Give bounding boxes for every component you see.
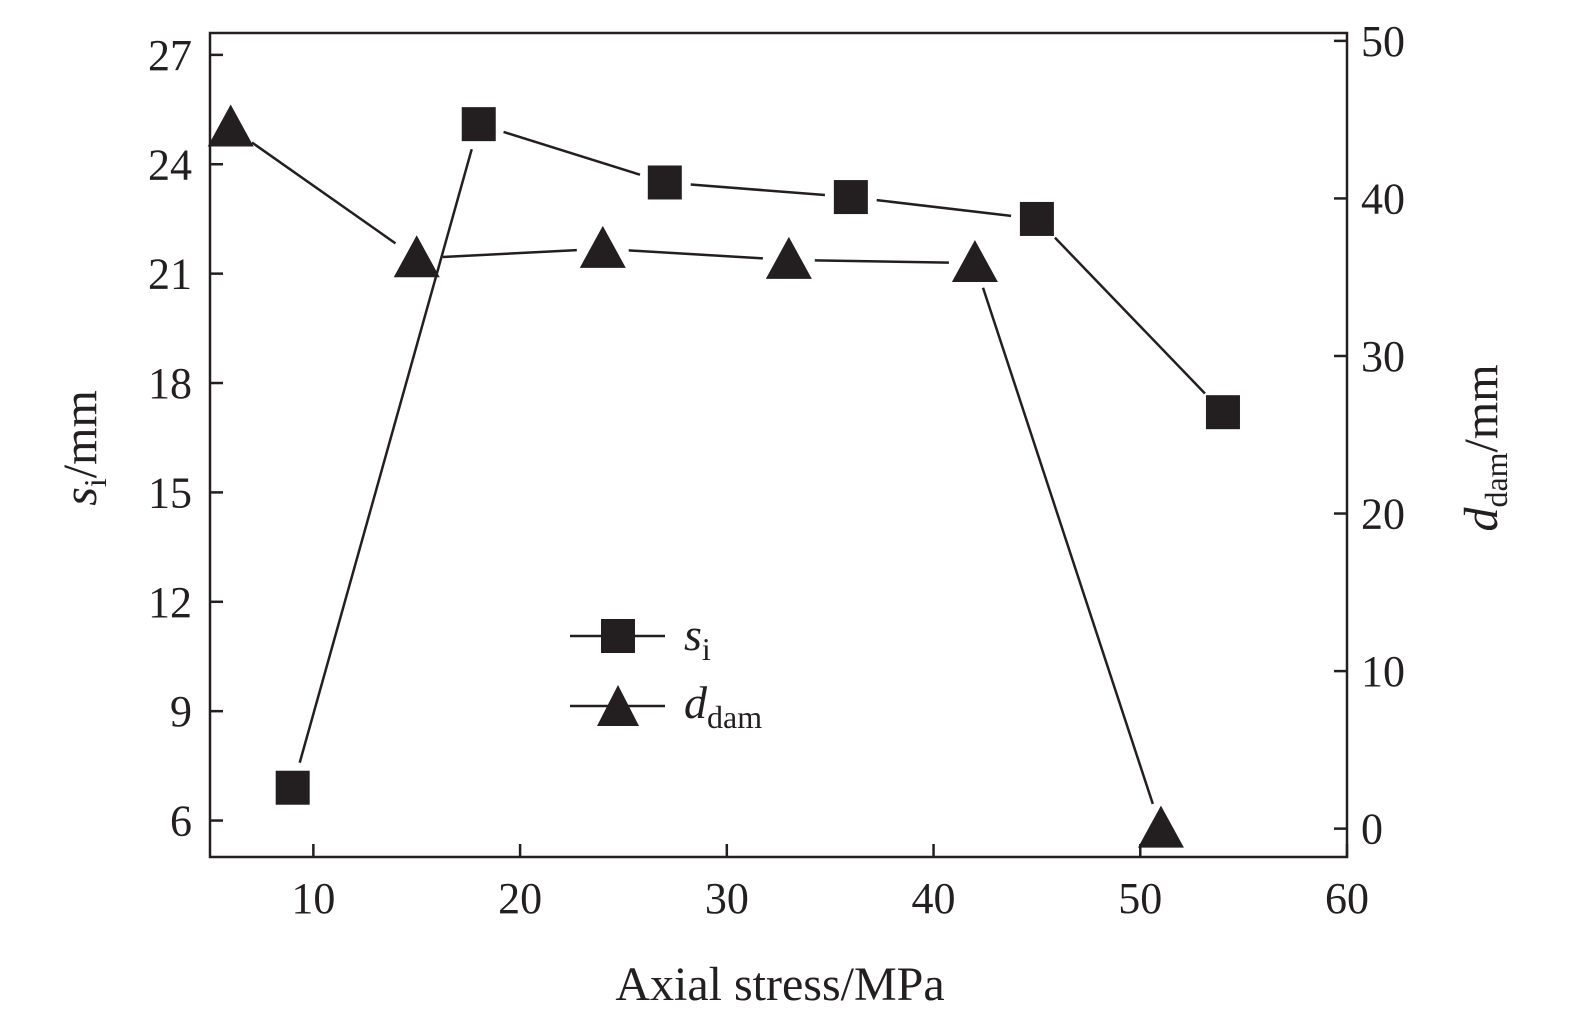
x-tick-label: 60 (1325, 874, 1369, 923)
x-tick-label: 40 (912, 874, 956, 923)
legend-marker-square (601, 619, 635, 653)
ddam-marker-triangle (393, 235, 440, 278)
legend-marker-triangle (597, 685, 639, 726)
plot-frame (208, 31, 1349, 859)
left-axis-title: si/mm (54, 390, 113, 506)
left-y-tick-label: 15 (148, 468, 192, 517)
ddam-line-segment (251, 141, 397, 245)
series-lines (251, 130, 1206, 805)
si-marker-square (1205, 395, 1240, 430)
si-marker-square (1019, 201, 1054, 236)
si-line-segment (876, 198, 1012, 218)
legend-label-ddam: ddam (684, 677, 762, 735)
left-y-tick-label: 6 (170, 797, 192, 846)
si-marker-square (647, 165, 682, 200)
ddam-marker-triangle (1137, 805, 1184, 848)
si-marker-square (833, 180, 868, 215)
ddam-marker-triangle (207, 104, 254, 147)
series-markers (207, 104, 1240, 848)
si-line-segment (690, 183, 826, 197)
right-y-tick-label: 30 (1361, 332, 1405, 381)
x-tick-label: 10 (291, 874, 335, 923)
ddam-line-segment (628, 249, 763, 260)
x-axis-title: Axial stress/MPa (615, 958, 944, 1011)
x-tick-label: 20 (498, 874, 542, 923)
left-y-tick-label: 27 (148, 31, 192, 80)
x-tick-label: 50 (1118, 874, 1162, 923)
right-y-tick-label: 20 (1361, 490, 1405, 539)
axis-tick-labels: 10 20 30 40 50 60 6 9 12 15 18 21 24 27 0 10 20 30 40 50 (148, 17, 1405, 923)
ddam-line-segment (814, 259, 949, 264)
ddam-marker-triangle (951, 240, 998, 283)
right-axis-title-symbol: d (1455, 507, 1508, 532)
left-y-tick-label: 24 (148, 140, 192, 189)
right-y-tick-label: 10 (1361, 647, 1405, 696)
left-y-tick-label: 21 (148, 250, 192, 299)
right-axis-title: ddam/mm (1455, 364, 1514, 531)
plot-border (208, 31, 1349, 859)
legend: si ddam (570, 609, 762, 735)
x-tick-label: 30 (705, 874, 749, 923)
si-marker-square (275, 770, 310, 805)
right-y-tick-label: 40 (1361, 174, 1405, 223)
si-line-segment (1054, 236, 1206, 395)
legend-label-ddam-subscript: dam (707, 699, 762, 735)
left-axis-title-subscript: i (77, 478, 113, 487)
left-y-tick-label: 12 (148, 578, 192, 627)
left-y-tick-label: 18 (148, 359, 192, 408)
left-axis-title-symbol: s (54, 487, 107, 506)
legend-label-ddam-symbol: d (684, 677, 708, 728)
ddam-line-segment (981, 287, 1155, 805)
ddam-marker-triangle (765, 236, 812, 279)
right-axis-title-subscript: dam (1478, 452, 1514, 507)
si-marker-square (461, 107, 496, 142)
right-axis-title-unit: /mm (1455, 364, 1508, 452)
right-y-tick-label: 0 (1361, 805, 1383, 854)
axis-ticks (210, 39, 1349, 857)
legend-label-si-symbol: s (684, 609, 702, 660)
legend-label-si-subscript: i (702, 631, 711, 667)
ddam-marker-triangle (579, 225, 626, 268)
left-axis-title-unit: /mm (54, 390, 107, 478)
right-y-tick-label: 50 (1361, 17, 1405, 66)
left-y-tick-label: 9 (170, 687, 192, 736)
legend-label-si: si (684, 609, 711, 667)
si-line-segment (503, 130, 641, 176)
ddam-line-segment (442, 248, 577, 259)
si-line-segment (298, 148, 473, 764)
